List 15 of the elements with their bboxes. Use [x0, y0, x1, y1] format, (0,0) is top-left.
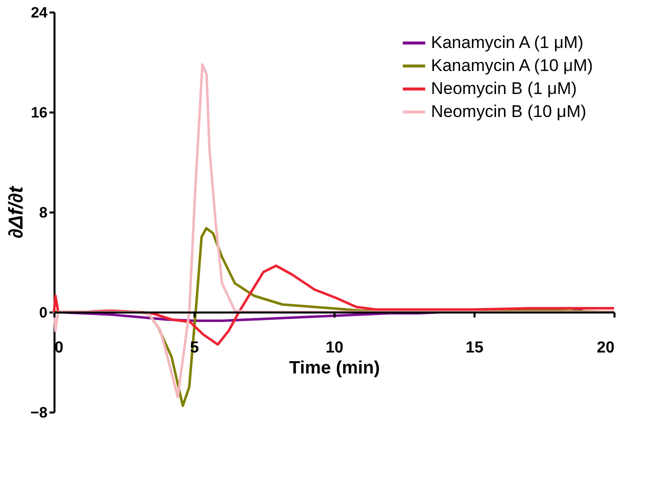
legend-label: Kanamycin A (10 μM) — [431, 56, 593, 75]
y-tick-label: 16 — [30, 104, 48, 122]
legend-label: Neomycin B (1 μM) — [431, 79, 577, 98]
y-tick-label: 8 — [39, 204, 48, 222]
y-tick-label: 0 — [39, 304, 48, 322]
legend-label: Kanamycin A (1 μM) — [431, 33, 584, 52]
x-axis-title: Time (min) — [289, 358, 380, 378]
y-axis-title: ∂Δf/∂t — [5, 185, 28, 239]
x-tick-label: 10 — [326, 340, 344, 356]
y-tick-label: 24 — [30, 4, 48, 22]
x-tick-label: 0 — [54, 340, 64, 356]
legend-label: Neomycin B (10 μM) — [431, 102, 586, 121]
y-tick-label: −8 — [30, 404, 48, 422]
x-tick-label: 20 — [596, 340, 615, 356]
x-tick-label: 15 — [466, 340, 484, 356]
